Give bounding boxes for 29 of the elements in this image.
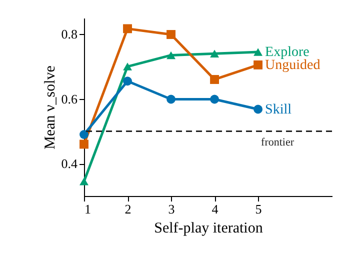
point [166, 51, 176, 60]
x-tick-label: 1 [84, 202, 91, 216]
x-tick-label: 4 [212, 202, 219, 216]
point [123, 24, 132, 34]
y-tick-label: 0.4 [61, 156, 78, 172]
point [254, 48, 263, 56]
point [166, 30, 176, 39]
point [123, 62, 132, 70]
y-axis-title: Mean ν_solve [42, 65, 58, 150]
point [210, 50, 219, 58]
point [254, 60, 263, 70]
x-tick-label: 3 [168, 202, 175, 216]
point [210, 75, 219, 84]
x-tick-label: 5 [255, 202, 262, 216]
ref-line-label: frontier [261, 136, 294, 148]
y-tick-label: 0.8 [61, 26, 78, 42]
series-label: Skill [265, 102, 292, 118]
series-label: Explore [265, 44, 310, 60]
point [80, 178, 88, 186]
point [80, 140, 88, 149]
point [80, 130, 88, 139]
point [166, 94, 176, 104]
point [123, 76, 132, 86]
point [254, 104, 263, 114]
x-tick-label: 2 [124, 202, 132, 216]
series-label: Unguided [265, 58, 320, 73]
point [210, 94, 219, 104]
y-tick-label: 0.6 [61, 91, 78, 106]
x-axis-title: Self-play iteration [154, 220, 264, 236]
